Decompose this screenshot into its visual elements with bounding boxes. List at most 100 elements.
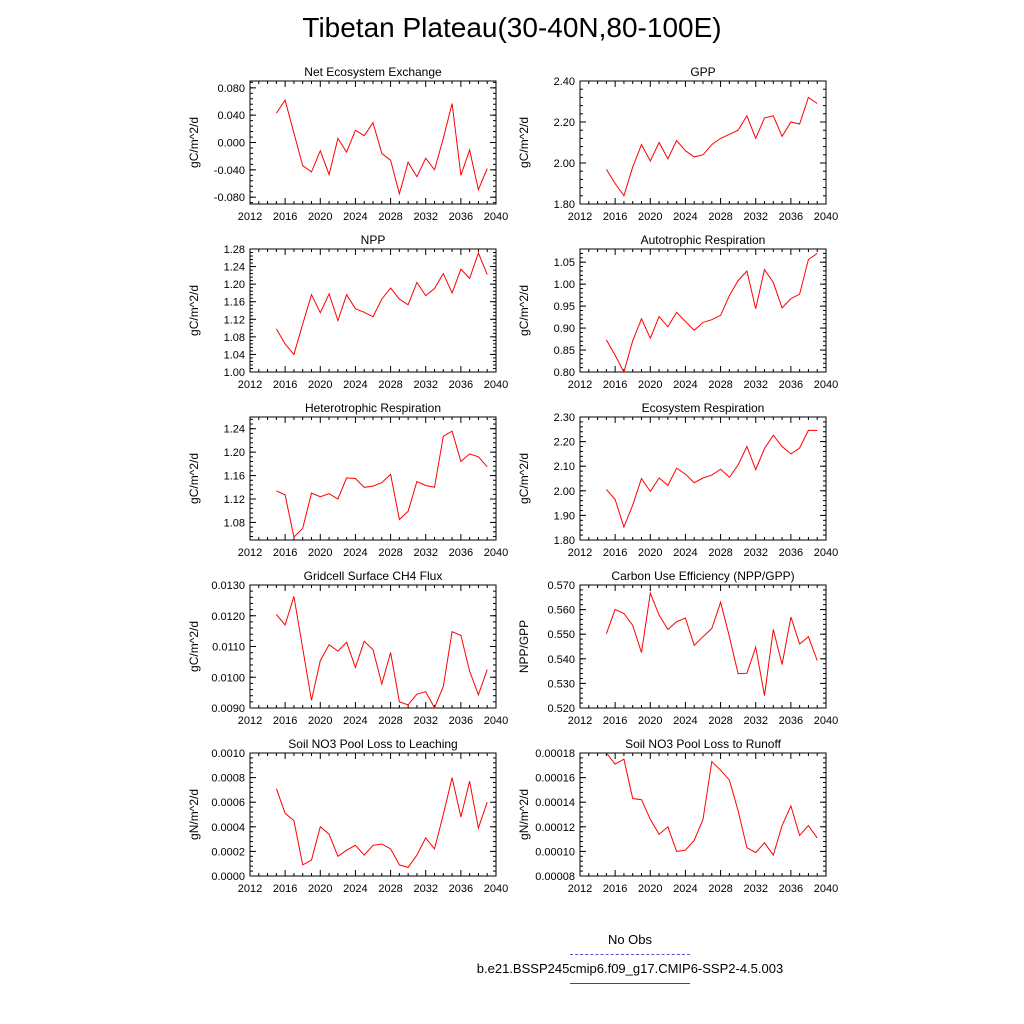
chart-title: Soil NO3 Pool Loss to Leaching: [288, 737, 457, 751]
x-tick-label: 2040: [814, 883, 838, 895]
y-tick-label: 1.90: [554, 510, 575, 522]
y-tick-label: 1.20: [224, 447, 245, 459]
series-line-model: [275, 777, 488, 868]
x-tick-label: 2012: [568, 211, 592, 223]
y-tick-label: 0.0002: [211, 846, 245, 858]
x-tick-label: 2036: [779, 883, 803, 895]
x-tick-label: 2040: [484, 547, 508, 559]
plot-frame: [579, 752, 827, 877]
y-tick-label: 1.00: [224, 367, 245, 379]
legend-model-line: [570, 983, 690, 984]
y-axis-label: gC/m^2/d: [187, 285, 201, 336]
x-tick-label: 2040: [814, 715, 838, 727]
series-line-model: [276, 596, 488, 709]
plot-frame: [249, 248, 497, 373]
y-tick-label: 0.80: [554, 367, 575, 379]
x-tick-label: 2032: [743, 379, 767, 391]
x-tick-label: 2032: [413, 379, 437, 391]
chart-title: Heterotrophic Respiration: [305, 401, 441, 415]
x-tick-label: 2028: [378, 715, 402, 727]
y-tick-label: 0.0110: [212, 642, 245, 654]
x-tick-label: 2024: [673, 379, 697, 391]
x-tick-label: 2028: [708, 883, 732, 895]
x-tick-label: 2032: [743, 883, 767, 895]
y-tick-label: 2.30: [554, 412, 575, 424]
y-tick-label: 0.00008: [535, 871, 575, 883]
plot-frame: [249, 80, 497, 205]
y-tick-label: -0.040: [214, 165, 245, 177]
x-tick-label: 2028: [378, 883, 402, 895]
y-tick-label: 1.24: [224, 262, 245, 274]
y-tick-label: 2.20: [554, 437, 575, 449]
chart-panel: Heterotrophic Respiration gC/m^2/d 2012 201…: [187, 401, 508, 559]
x-tick-label: 2028: [378, 547, 402, 559]
y-tick-label: 2.00: [554, 486, 575, 498]
x-tick-label: 2016: [603, 883, 627, 895]
x-tick-label: 2028: [708, 547, 732, 559]
y-tick-label: 1.08: [224, 517, 245, 529]
y-tick-label: 0.0008: [211, 773, 245, 785]
y-tick-label: 0.85: [554, 345, 575, 357]
x-tick-label: 2012: [238, 379, 262, 391]
x-tick-label: 2012: [238, 547, 262, 559]
y-tick-label: 0.95: [554, 301, 575, 313]
y-tick-label: 0.0090: [211, 703, 245, 715]
x-tick-label: 2016: [603, 379, 627, 391]
x-tick-label: 2036: [449, 379, 473, 391]
y-axis-label: NPP/GPP: [517, 620, 531, 673]
x-tick-label: 2032: [743, 547, 767, 559]
x-tick-label: 2032: [413, 715, 437, 727]
x-tick-label: 2024: [673, 715, 697, 727]
y-tick-label: 1.12: [224, 494, 245, 506]
series-line-model: [276, 430, 488, 539]
x-tick-label: 2024: [673, 883, 697, 895]
y-tick-label: 1.04: [224, 349, 245, 361]
x-tick-label: 2016: [273, 883, 297, 895]
series-line-model: [275, 98, 488, 196]
y-tick-label: -0.080: [214, 192, 245, 204]
x-tick-label: 2040: [484, 211, 508, 223]
x-tick-label: 2020: [308, 547, 332, 559]
x-tick-label: 2012: [568, 883, 592, 895]
y-tick-label: 0.540: [547, 654, 575, 666]
y-tick-label: 0.00014: [535, 797, 575, 809]
x-tick-label: 2016: [273, 547, 297, 559]
y-tick-label: 2.10: [554, 461, 575, 473]
x-tick-label: 2036: [449, 211, 473, 223]
chart-panel: Carbon Use Efficiency (NPP/GPP) NPP/GPP 20…: [517, 569, 838, 727]
y-tick-label: 0.0100: [211, 672, 245, 684]
x-tick-label: 2024: [673, 211, 697, 223]
x-tick-label: 2040: [484, 883, 508, 895]
y-tick-label: 0.00010: [535, 846, 575, 858]
x-tick-label: 2020: [308, 379, 332, 391]
x-tick-label: 2020: [308, 883, 332, 895]
chart-panel: Autotrophic Respiration gC/m^2/d 2012 2016 2…: [517, 233, 838, 391]
series-line-model: [606, 752, 818, 857]
series-line-model: [605, 96, 818, 197]
y-tick-label: 1.05: [554, 257, 575, 269]
y-tick-label: 0.0130: [211, 580, 245, 592]
y-tick-label: 1.16: [224, 297, 245, 309]
chart-title: Net Ecosystem Exchange: [304, 65, 442, 79]
x-tick-label: 2032: [743, 211, 767, 223]
y-axis-label: gC/m^2/d: [517, 117, 531, 168]
y-axis-label: gC/m^2/d: [187, 621, 201, 672]
x-tick-label: 2016: [273, 715, 297, 727]
x-tick-label: 2040: [814, 211, 838, 223]
x-tick-label: 2036: [779, 379, 803, 391]
series-line-model: [605, 252, 818, 374]
x-tick-label: 2016: [273, 379, 297, 391]
y-tick-label: 1.80: [554, 535, 575, 547]
x-tick-label: 2016: [273, 211, 297, 223]
y-tick-label: 1.16: [224, 471, 245, 483]
x-tick-label: 2024: [343, 211, 367, 223]
figure-title: Tibetan Plateau(30-40N,80-100E): [302, 12, 722, 43]
x-tick-label: 2036: [779, 715, 803, 727]
x-tick-label: 2012: [238, 715, 262, 727]
plot-frame: [579, 584, 827, 709]
x-tick-label: 2032: [413, 883, 437, 895]
x-tick-label: 2016: [603, 547, 627, 559]
y-axis-label: gC/m^2/d: [187, 117, 201, 168]
x-tick-label: 2028: [708, 379, 732, 391]
